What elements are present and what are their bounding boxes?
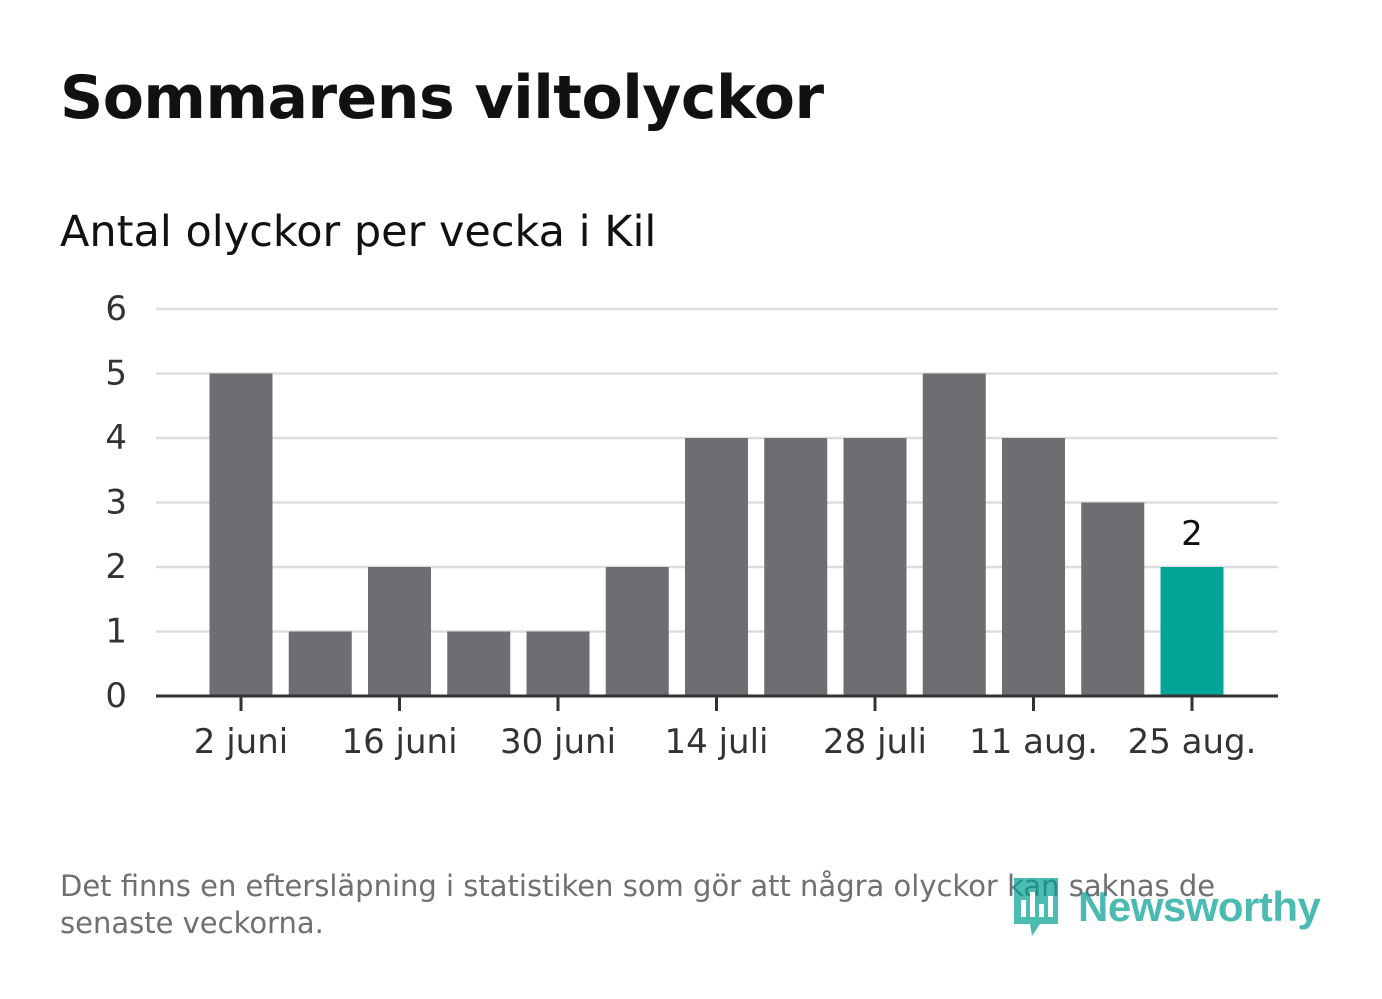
y-tick-label: 5 xyxy=(105,354,127,394)
y-tick-label: 3 xyxy=(105,483,127,523)
chart-title: Sommarens viltolyckor xyxy=(60,63,824,133)
x-tick-label: 14 juli xyxy=(665,722,769,762)
bar-4 xyxy=(447,631,511,696)
x-tick-label: 16 juni xyxy=(341,722,457,762)
data-label-last-bar: 2 xyxy=(1181,514,1203,554)
x-tick-label: 25 aug. xyxy=(1128,722,1257,762)
x-tick-label: 2 juni xyxy=(194,722,288,762)
bar-7 xyxy=(685,438,748,696)
bar-5 xyxy=(526,631,590,696)
x-axis-ticks: 2 juni 16 juni 30 juni 14 juli 28 juli 11 aug… xyxy=(194,696,1257,762)
y-tick-label: 1 xyxy=(105,612,127,652)
bar-3 xyxy=(368,567,431,696)
y-tick-label: 0 xyxy=(105,676,127,716)
bars xyxy=(209,373,1224,696)
x-tick-label: 28 juli xyxy=(823,722,927,762)
bar-13 xyxy=(1160,567,1224,696)
y-axis-ticks: 0 1 2 3 4 5 6 xyxy=(105,289,127,716)
data-labels: 2 xyxy=(1181,514,1203,554)
bar-8 xyxy=(764,438,828,696)
bar-11 xyxy=(1002,438,1065,696)
chart-subtitle: Antal olyckor per vecka i Kil xyxy=(60,207,657,257)
x-tick-label: 11 aug. xyxy=(969,722,1098,762)
newsworthy-logo-icon xyxy=(1014,878,1058,936)
bar-9 xyxy=(843,438,907,696)
bar-chart: 0 1 2 3 4 5 6 2 juni 16 juni 30 juni 14 juli 28 ju… xyxy=(105,289,1278,762)
bar-2 xyxy=(288,631,352,696)
y-tick-label: 6 xyxy=(105,289,127,329)
newsworthy-logo-text: Newsworthy xyxy=(1078,883,1321,930)
y-tick-label: 4 xyxy=(105,418,127,458)
bar-1 xyxy=(209,373,273,696)
bar-6 xyxy=(605,567,669,696)
bar-12 xyxy=(1081,502,1145,696)
y-tick-label: 2 xyxy=(105,547,127,587)
bar-10 xyxy=(922,373,986,696)
newsworthy-logo: Newsworthy xyxy=(1010,874,1321,940)
x-tick-label: 30 juni xyxy=(500,722,616,762)
